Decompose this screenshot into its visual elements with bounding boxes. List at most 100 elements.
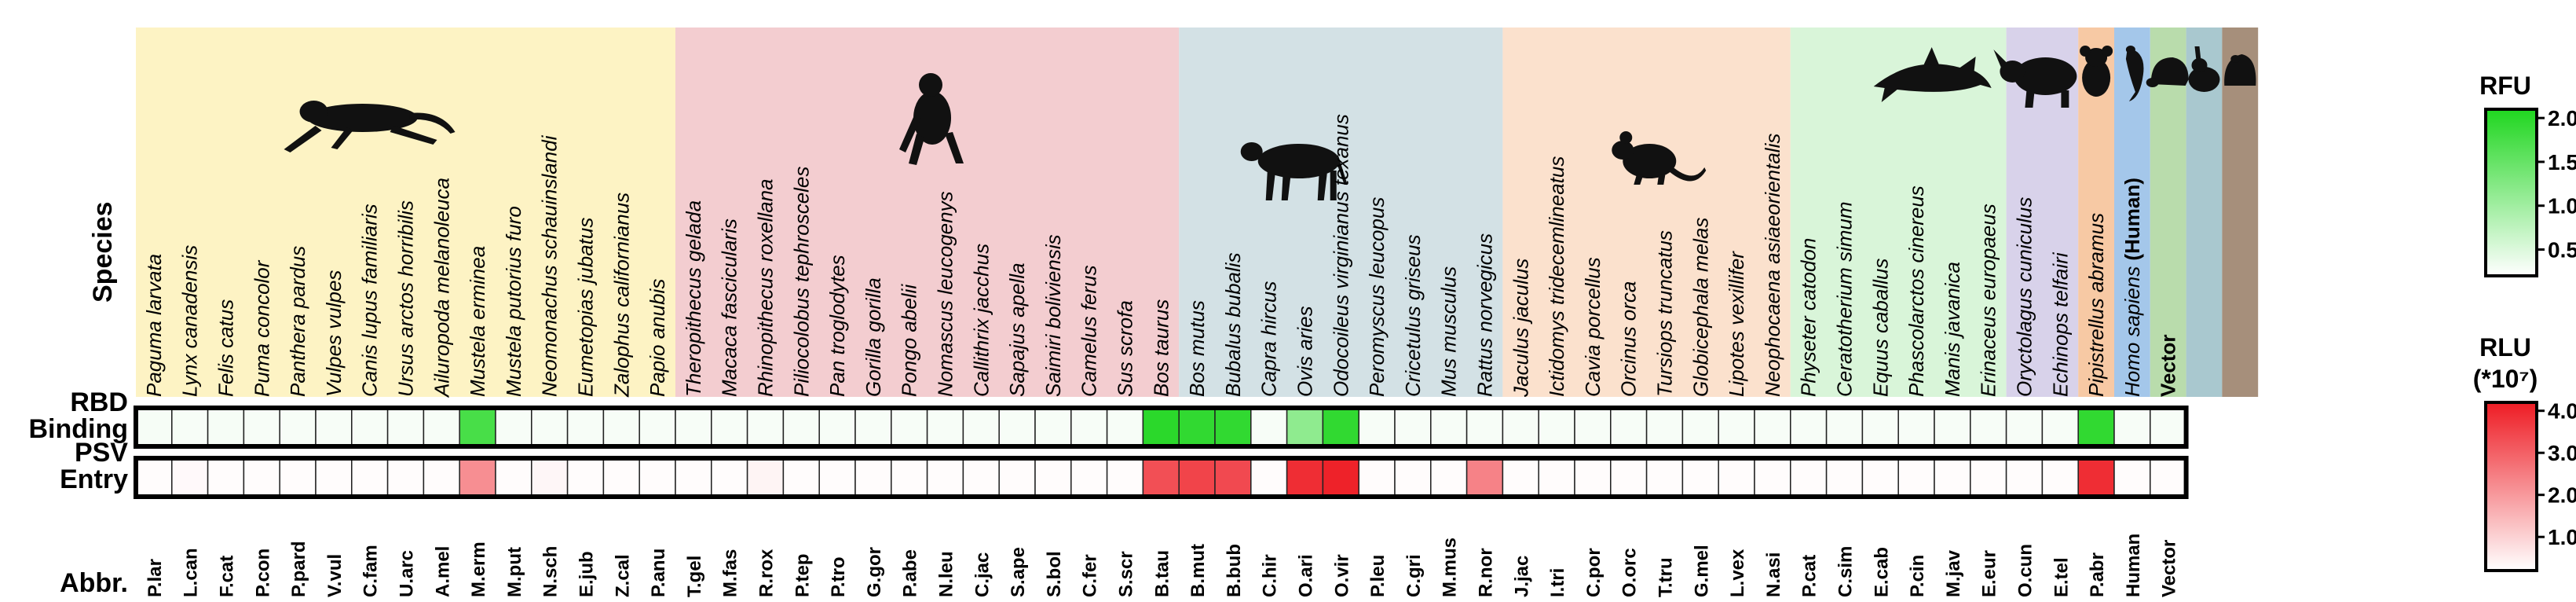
abbr-label: P.abe	[900, 549, 921, 597]
species-label: Phascolarctos cinereus	[1905, 185, 1928, 397]
species-label: Canis lupus familiaris	[358, 204, 382, 397]
abbr-label: P.cat	[1799, 555, 1820, 597]
species-name: Cavia porcellus	[1581, 257, 1605, 397]
cell-rbd	[207, 407, 245, 447]
colorbar-tick-label: 3.0	[2548, 441, 2576, 465]
colorbar-tick-label: 4.0	[2548, 399, 2576, 424]
band-rodents	[1502, 28, 1791, 397]
cell-rbd	[1681, 407, 1719, 447]
row-label-line: PSV	[75, 438, 128, 468]
cell-rbd	[1322, 407, 1359, 447]
species-name: Panthera pardus	[286, 246, 309, 397]
colorbar-tick-label: 1.0	[2548, 194, 2576, 218]
species-name: Echinops telfairi	[2048, 251, 2072, 397]
species-name: Mustela erminea	[466, 246, 489, 397]
species-name: Saimiri boliviensis	[1041, 234, 1065, 397]
species-name: Globicephala melas	[1689, 218, 1712, 397]
cell-rbd	[1538, 407, 1575, 447]
cell-rbd	[854, 407, 892, 447]
cell-rbd	[566, 407, 605, 447]
species-name: Physeter catodon	[1797, 238, 1820, 397]
abbr-label: C.fer	[1080, 554, 1101, 597]
cell-psv	[675, 457, 712, 497]
cell-rbd	[1502, 407, 1539, 447]
abbr-label: B.mut	[1187, 544, 1209, 597]
cell-rbd	[1718, 407, 1755, 447]
group-bands	[136, 28, 2259, 397]
cell-psv	[818, 457, 856, 497]
species-name-bold: Vector	[2157, 335, 2180, 398]
species-name: Pipistrellus abramus	[2084, 213, 2108, 397]
species-label: Sus scrofa	[1114, 300, 1137, 397]
band-pholidota	[2114, 28, 2150, 397]
species-label: Ovis aries	[1293, 306, 1317, 397]
cell-rbd	[1574, 407, 1612, 447]
cell-psv	[207, 457, 245, 497]
row-frame-psv	[134, 456, 2189, 499]
cell-psv	[1034, 457, 1072, 497]
row-frame-rbd	[134, 406, 2189, 449]
row-label-rbd: RBD Binding	[28, 387, 128, 444]
species-name: Ovis aries	[1293, 306, 1317, 397]
abbr-label: P.pard	[288, 541, 309, 597]
species-label: Bos mutus	[1185, 300, 1209, 397]
species-label: Vector	[2157, 335, 2180, 398]
cell-rbd	[1970, 407, 2007, 447]
cell-psv	[962, 457, 1000, 497]
species-name: Bubalus bubalis	[1221, 252, 1245, 397]
cell-rbd	[1070, 407, 1108, 447]
species-label: Lynx canadensis	[178, 245, 202, 397]
species-name: Equus caballus	[1868, 259, 1892, 397]
cell-psv	[711, 457, 748, 497]
colorbar-tick-label: 2.0	[2548, 106, 2576, 130]
abbr-label: J.jac	[1511, 556, 1532, 597]
abbr-label: Human	[2123, 534, 2144, 597]
cell-psv	[1106, 457, 1144, 497]
cell-psv	[1250, 457, 1288, 497]
row-label-psv: PSV Entry	[60, 438, 128, 494]
abbr-label: T.gel	[684, 556, 705, 597]
cell-psv	[1358, 457, 1396, 497]
species-name: Oryctolagus cuniculus	[2013, 197, 2036, 397]
cell-psv	[386, 457, 425, 497]
tenrec-icon	[2224, 54, 2256, 86]
cell-psv	[1610, 457, 1648, 497]
species-label: Equus caballus	[1868, 259, 1892, 397]
species-label: Panthera pardus	[286, 246, 309, 397]
abbr-label: B.tau	[1151, 550, 1173, 597]
species-label: Mustela putorius furo	[502, 206, 525, 397]
species-label: Ailuropoda melanoleuca	[430, 178, 453, 398]
species-label: Tursiops truncatus	[1653, 230, 1677, 397]
abbr-label: I.tri	[1547, 568, 1568, 597]
cell-psv	[1322, 457, 1359, 497]
cell-rbd	[1790, 407, 1828, 447]
species-labels: Paguma larvata Lynx canadensis Felis catus…	[142, 114, 2180, 398]
species-label: Physeter catodon	[1797, 238, 1820, 397]
cell-psv	[891, 457, 928, 497]
species-label: Neophocaena asiaeorientalis	[1761, 134, 1784, 397]
abbr-label: M.put	[504, 547, 525, 597]
abbr-label: S.bol	[1044, 551, 1065, 597]
species-label: Mustela erminea	[466, 246, 489, 397]
cell-psv	[2077, 457, 2115, 497]
cell-rbd	[531, 407, 569, 447]
cell-psv	[531, 457, 569, 497]
species-header: Species	[88, 201, 118, 303]
cell-rbd	[891, 407, 928, 447]
cell-rbd	[1754, 407, 1791, 447]
species-name: Rhinopithecus roxellana	[754, 178, 778, 397]
species-name: Zalophus californianus	[609, 193, 633, 398]
species-label: Sapajus apella	[1005, 262, 1029, 397]
cell-psv	[1574, 457, 1612, 497]
species-label: Cavia porcellus	[1581, 257, 1605, 397]
species-name: Sus scrofa	[1114, 300, 1137, 397]
abbr-label: E.tel	[2051, 557, 2072, 597]
cell-rbd	[1645, 407, 1684, 447]
cell-rbd	[2077, 407, 2115, 447]
cell-psv	[171, 457, 209, 497]
rodent-icon	[1612, 131, 1707, 185]
species-label: Piliocolobus tephrosceles	[789, 167, 813, 397]
species-name: Lipotes vexillifer	[1725, 251, 1748, 397]
species-name: Felis catus	[214, 299, 238, 397]
group-silhouettes	[284, 46, 2256, 200]
